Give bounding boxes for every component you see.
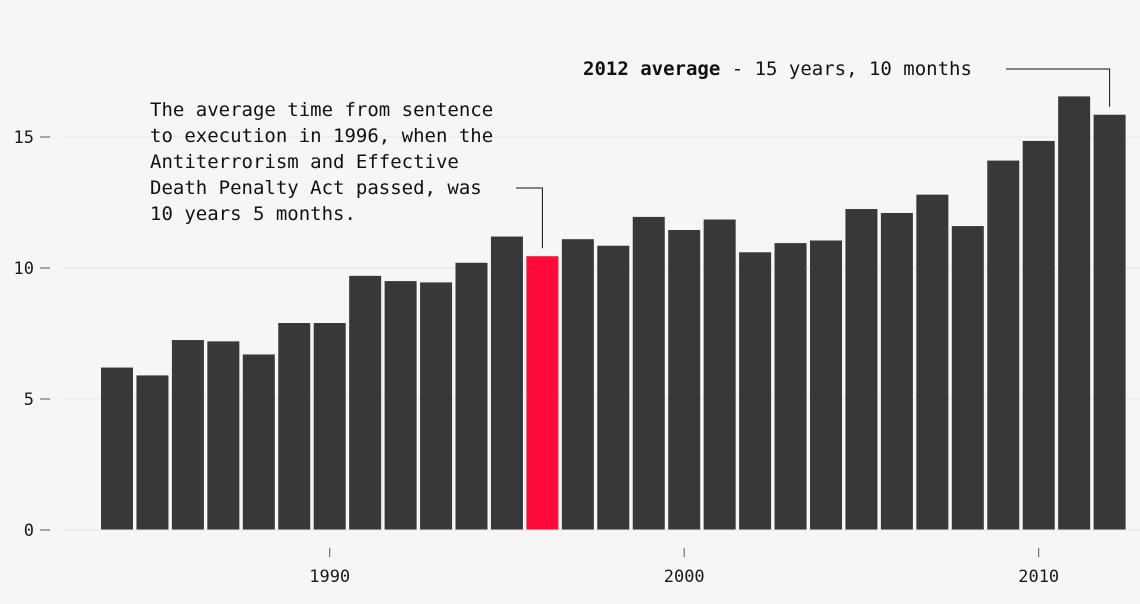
bars (101, 96, 1126, 531)
annotation-1996-line-3: Antiterrorism and Effective (150, 151, 459, 173)
bar-1999 (632, 216, 665, 530)
bar-2006 (880, 212, 913, 531)
bar-2001 (703, 219, 736, 530)
bar-2012 (1093, 114, 1126, 530)
annotations: The average time from sentence to executi… (150, 58, 1111, 249)
bar-2003 (774, 243, 807, 531)
bar-1988 (242, 354, 275, 530)
bar-1996 (526, 256, 559, 530)
x-tick-label-1990: 1990 (309, 567, 350, 587)
bar-1985 (136, 375, 169, 530)
bar-1995 (490, 236, 523, 530)
bar-2002 (739, 252, 772, 530)
bar-1990 (313, 323, 346, 530)
y-tick-label-10: 10 (14, 259, 34, 279)
bar-1992 (384, 281, 417, 530)
bar-1989 (278, 323, 311, 530)
bar-1993 (420, 282, 453, 530)
annotation-2012-leader-line (1006, 68, 1111, 107)
bar-2010 (1022, 140, 1055, 530)
annotation-2012-text: 2012 average - 15 years, 10 months (583, 58, 972, 80)
y-tick-label-5: 5 (24, 390, 34, 410)
bar-1994 (455, 262, 488, 530)
bar-2004 (810, 240, 842, 531)
x-tick-label-2010: 2010 (1018, 567, 1059, 587)
bar-1984 (101, 367, 133, 530)
annotation-2012-label: 2012 average (583, 58, 720, 80)
bar-2005 (845, 209, 878, 531)
bar-2011 (1058, 96, 1091, 530)
annotation-1996-text: The average time from sentence to executi… (150, 99, 493, 225)
x-tick-label-2000: 2000 (664, 567, 705, 587)
annotation-1996-line-1: The average time from sentence (150, 99, 493, 121)
annotation-1996-line-5: 10 years 5 months. (150, 203, 356, 225)
bar-1997 (561, 239, 594, 530)
annotation-1996-leader-line (516, 187, 543, 249)
y-tick-label-0: 0 (24, 521, 34, 541)
bar-2007 (916, 194, 949, 530)
bar-1998 (597, 245, 630, 531)
annotation-1996-line-2: to execution in 1996, when the (150, 125, 493, 147)
annotation-2012-value: - 15 years, 10 months (720, 58, 972, 80)
bar-1987 (207, 341, 240, 530)
y-tick-label-15: 15 (14, 128, 34, 148)
bar-2009 (987, 160, 1020, 530)
axes: 0 5 10 15 1990 2000 2010 (14, 128, 1140, 587)
bar-1991 (349, 275, 382, 530)
bar-2000 (668, 230, 701, 530)
annotation-1996-line-4: Death Penalty Act passed, was (150, 177, 482, 199)
bar-1986 (171, 340, 204, 530)
bar-2008 (951, 226, 984, 530)
